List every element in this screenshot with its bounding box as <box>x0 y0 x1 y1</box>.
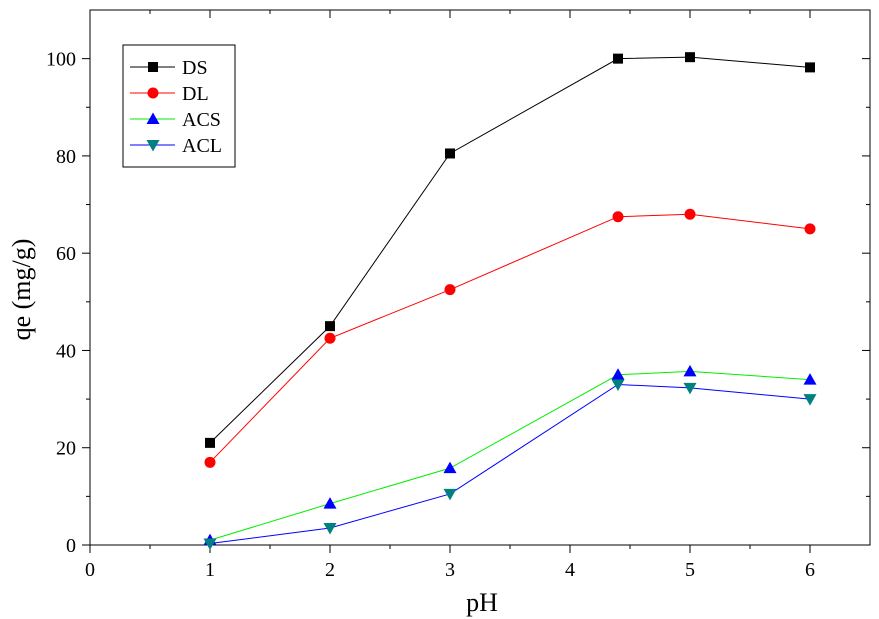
x-tick-label: 2 <box>325 559 335 581</box>
data-point-dl <box>684 208 696 220</box>
data-point-dl <box>324 332 336 344</box>
data-point-acl <box>803 394 817 406</box>
series-line-acl <box>209 383 811 545</box>
data-point-ds <box>685 52 695 63</box>
data-point-acs <box>611 368 625 380</box>
data-point-dl <box>804 223 816 235</box>
x-tick-label: 4 <box>565 559 575 581</box>
data-point-acs <box>323 497 337 509</box>
series-dl <box>204 208 816 468</box>
data-point-acs <box>683 364 697 377</box>
legend-marker <box>147 87 159 99</box>
data-point-ds <box>325 321 335 332</box>
legend-item-acl: ACL <box>130 135 222 157</box>
series-line-ds <box>209 56 811 444</box>
data-point-acs <box>443 461 457 474</box>
y-tick-label: 20 <box>56 438 76 460</box>
series-line-dl <box>209 213 811 463</box>
data-point-acl <box>611 379 625 391</box>
legend-item-acs: ACS <box>130 109 221 131</box>
data-point-acl <box>203 538 217 551</box>
x-axis-label: pH <box>466 588 498 617</box>
series-ds <box>205 52 815 448</box>
data-point-acl <box>683 382 697 395</box>
y-tick-label: 0 <box>66 535 76 557</box>
legend-label: DS <box>182 57 208 79</box>
legend: DS DL ACS ACL <box>122 44 236 168</box>
data-point-dl <box>444 284 456 296</box>
y-tick-label: 40 <box>56 340 76 362</box>
y-tick-label: 80 <box>56 146 76 168</box>
y-axis-label: qe (mg/g) <box>7 239 36 341</box>
x-tick-label: 5 <box>685 559 695 581</box>
data-point-acl <box>443 488 457 501</box>
series-acl <box>203 379 817 551</box>
legend-marker <box>148 62 158 72</box>
legend-item-dl: DL <box>130 83 209 105</box>
legend-marker <box>146 140 160 152</box>
data-point-ds <box>613 53 623 64</box>
legend-marker <box>146 112 160 124</box>
data-point-ds <box>205 437 215 448</box>
data-point-acl <box>323 522 337 535</box>
x-tick-label: 3 <box>445 559 455 581</box>
legend-box <box>122 44 236 168</box>
legend-item-ds: DS <box>130 57 208 79</box>
x-tick-label: 1 <box>205 559 215 581</box>
x-tick-label: 6 <box>805 559 815 581</box>
data-point-ds <box>805 62 815 73</box>
y-tick-label: 100 <box>46 49 76 71</box>
legend-label: ACL <box>182 135 222 157</box>
y-tick-label: 60 <box>56 243 76 265</box>
series-layer <box>203 52 817 551</box>
data-point-acs <box>803 373 817 385</box>
data-point-dl <box>204 456 216 468</box>
series-line-acs <box>209 370 811 541</box>
legend-label: DL <box>182 83 209 105</box>
x-tick-label: 0 <box>85 559 95 581</box>
plot-frame <box>89 9 871 546</box>
data-point-ds <box>445 148 455 159</box>
data-point-dl <box>612 211 624 223</box>
legend-label: ACS <box>182 109 221 131</box>
